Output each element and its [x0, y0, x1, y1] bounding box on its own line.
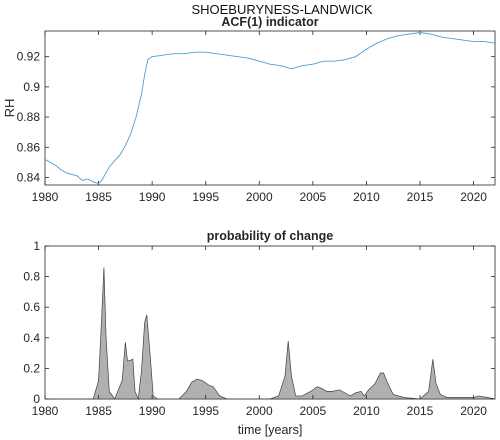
probability-panel: probability of change time [years] 1980 1…: [23, 229, 496, 437]
probability-ytick-label: 0.2: [23, 361, 40, 375]
acf-ylabel: RH: [2, 99, 17, 118]
acf-panel: ACF(1) indicator RH 1980 1985 1990 1995 2000…: [2, 15, 496, 204]
acf-xtick-label: 1990: [139, 190, 166, 204]
probability-axes-box: [44, 245, 496, 400]
acf-xtick-label: 1985: [85, 190, 112, 204]
acf-xtick-label: 1980: [32, 190, 59, 204]
probability-xtick-label: 1985: [85, 404, 112, 418]
probability-ytick-label: 0: [33, 392, 40, 406]
acf-ytick-label: 0.88: [17, 110, 41, 124]
probability-xtick-label: 1990: [139, 404, 166, 418]
acf-ytick-label: 0.9: [23, 80, 40, 94]
probability-xtick-label: 2005: [300, 404, 327, 418]
probability-xtick-label: 2010: [353, 404, 380, 418]
probability-ytick-label: 0.4: [23, 331, 40, 345]
probability-xtick-label: 2015: [407, 404, 434, 418]
probability-area: [45, 267, 496, 401]
probability-xtick-label: 1995: [192, 404, 219, 418]
acf-xtick-label: 2000: [246, 190, 273, 204]
acf-xticks: 1980 1985 1990 1995 2000 2005 2010 2015 2020: [32, 31, 487, 204]
probability-xtick-label: 1980: [32, 404, 59, 418]
acf-yticks: 0.84 0.86 0.88 0.9 0.92: [17, 50, 495, 184]
acf-ytick-label: 0.86: [17, 140, 41, 154]
acf-xtick-label: 2015: [407, 190, 434, 204]
probability-yticks: 0 0.2 0.4 0.6 0.8 1: [23, 239, 495, 406]
probability-ytick-label: 0.6: [23, 300, 40, 314]
acf-title: ACF(1) indicator: [221, 15, 318, 29]
acf-xtick-label: 1995: [192, 190, 219, 204]
probability-ytick-label: 0.8: [23, 270, 40, 284]
probability-title: probability of change: [207, 229, 333, 243]
acf-ytick-label: 0.92: [17, 50, 41, 64]
acf-xtick-label: 2020: [460, 190, 487, 204]
probability-xtick-label: 2020: [460, 404, 487, 418]
acf-xtick-label: 2005: [300, 190, 327, 204]
probability-xticks: 1980 1985 1990 1995 2000 2005 2010 2015 2020: [32, 246, 487, 418]
figure-suptitle: SHOEBURYNESS-LANDWICK: [191, 2, 373, 17]
acf-ytick-label: 0.84: [17, 170, 41, 184]
probability-xlabel: time [years]: [238, 423, 303, 437]
acf-axes-box: [44, 30, 496, 186]
probability-xtick-label: 2000: [246, 404, 273, 418]
acf-xtick-label: 2010: [353, 190, 380, 204]
probability-ytick-label: 1: [33, 239, 40, 253]
acf-series-line: [44, 32, 496, 184]
